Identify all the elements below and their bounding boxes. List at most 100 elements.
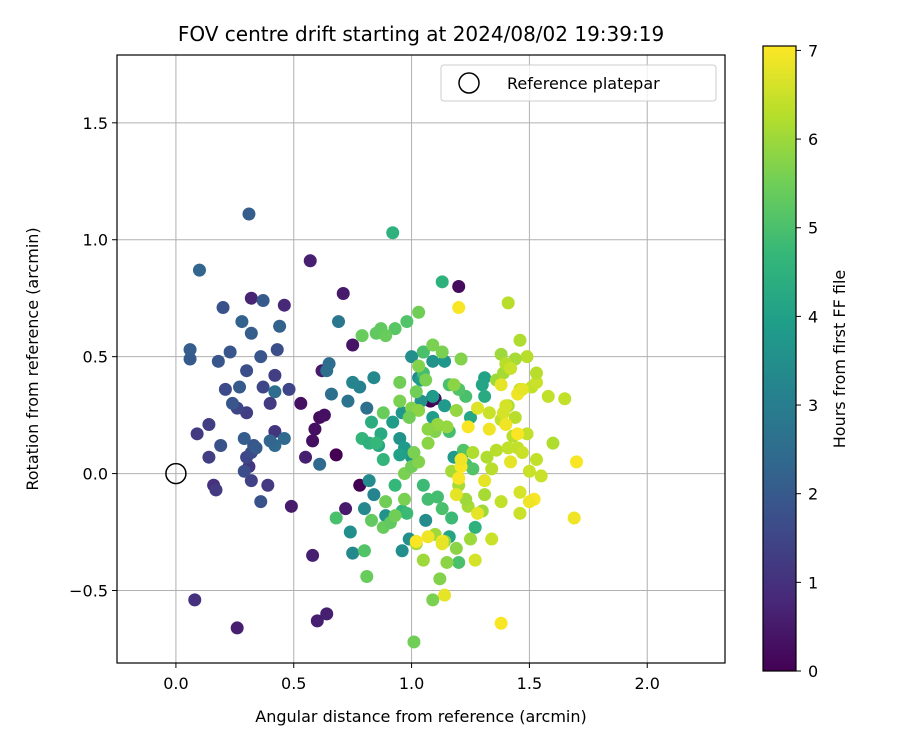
colorbar-tick-label: 6 [808,130,818,149]
data-point [405,350,419,364]
data-point [478,488,492,502]
data-point [416,345,430,359]
data-point [346,546,360,560]
data-point [367,488,381,502]
data-point [438,399,452,413]
data-point [416,478,430,492]
data-point [513,485,527,499]
data-point [317,408,331,422]
data-point [339,502,353,516]
data-point [412,403,426,417]
data-point [329,511,343,525]
data-point [393,375,407,389]
data-point [386,415,400,429]
data-point [468,520,482,534]
data-point [447,378,461,392]
colorbar-label: Hours from first FF file [830,270,849,449]
points-layer [183,207,584,649]
data-point [395,544,409,558]
data-point [454,453,468,467]
data-point [515,382,529,396]
data-point [190,427,204,441]
data-point [501,441,515,455]
data-point [541,389,555,403]
data-point [367,371,381,385]
data-point [478,474,492,488]
data-point [504,455,518,469]
data-point [412,305,426,319]
data-point [440,555,454,569]
data-point [529,375,543,389]
data-point [240,364,254,378]
data-point [485,532,499,546]
data-point [306,434,320,448]
data-point [452,301,466,315]
data-point [426,593,440,607]
data-point [346,375,360,389]
data-point [449,541,463,555]
data-point [343,525,357,539]
x-tick-label: 2.0 [635,674,660,693]
plot-frame [116,54,726,664]
data-point [244,326,258,340]
data-point [332,315,346,329]
colorbar-frame [762,45,797,672]
data-point [435,345,449,359]
x-axis-label: Angular distance from reference (arcmin) [255,707,586,726]
data-point [320,364,334,378]
data-point [440,420,454,434]
data-point [277,432,291,446]
data-point [513,333,527,347]
colorbar-ticks: 0 1 2 3 4 5 6 7 [796,41,818,681]
data-point [522,495,536,509]
data-point [412,359,426,373]
data-point [494,616,508,630]
data-point [303,254,317,268]
data-point [379,329,393,343]
data-point [426,389,440,403]
data-point [504,361,518,375]
data-point [520,350,534,364]
data-point [426,338,440,352]
data-point [346,338,360,352]
data-point [393,394,407,408]
data-point [421,530,435,544]
colorbar-tick-label: 2 [808,485,818,504]
data-point [357,544,371,558]
data-point [310,614,324,628]
data-point [461,420,475,434]
data-point [235,315,249,329]
data-point [407,635,421,649]
reference-platepar-marker [165,462,187,485]
data-point [225,396,239,410]
data-point [273,319,287,333]
data-point [256,294,270,308]
y-axis-ticks: −0.5 0.0 0.5 1.0 1.5 [69,114,117,601]
data-point [211,354,225,368]
data-point [508,410,522,424]
data-point [336,287,350,301]
data-point [419,513,433,527]
data-point [365,415,379,429]
data-point [313,457,327,471]
data-point [478,389,492,403]
data-point [261,478,275,492]
data-point [534,469,548,483]
data-point [388,322,402,336]
data-point [494,495,508,509]
data-point [520,427,534,441]
data-point [489,443,503,457]
data-point [416,553,430,567]
y-tick-label: 1.0 [83,231,108,250]
legend: Reference platepar [440,64,717,102]
data-point [202,450,216,464]
colorbar-tick-label: 4 [808,307,818,326]
data-point [216,301,230,315]
x-tick-label: 1.5 [517,674,542,693]
data-point [466,446,480,460]
data-point [360,569,374,583]
data-point [430,490,444,504]
data-point [421,422,435,436]
data-point [341,394,355,408]
data-point [513,506,527,520]
